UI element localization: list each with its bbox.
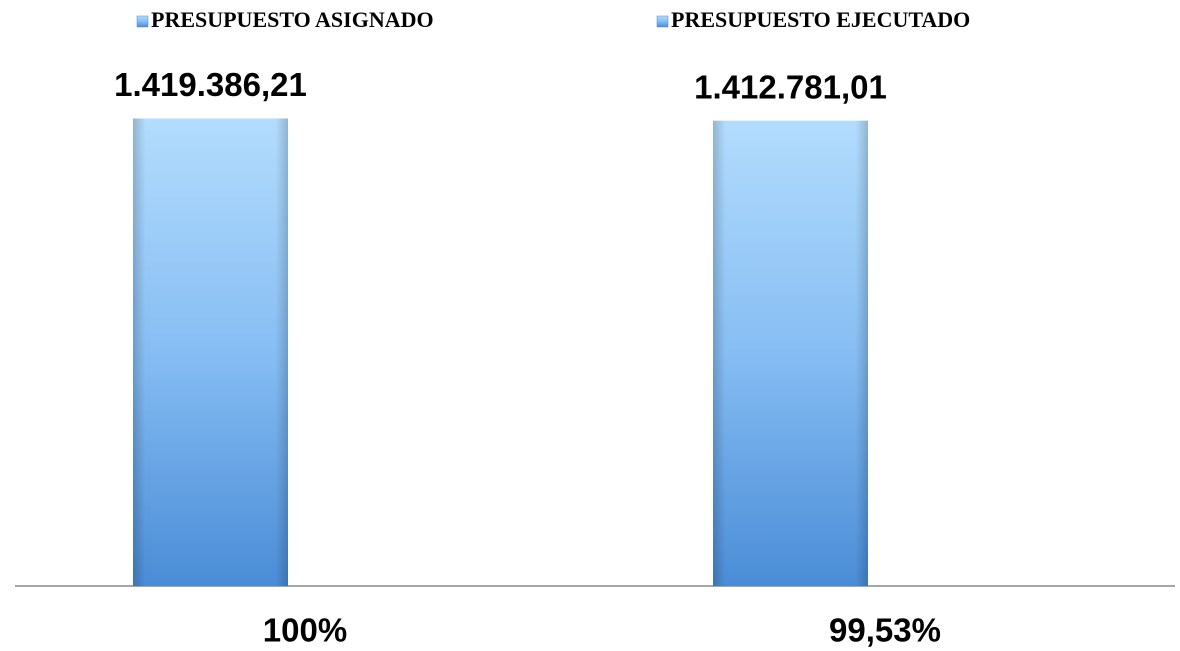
x-tick-label: 99,53% [829, 612, 941, 649]
legend-marker [656, 15, 669, 28]
legend-marker [136, 15, 149, 28]
data-label: 1.419.386,21 [114, 66, 307, 103]
legend-label: PRESUPUESTO EJECUTADO [671, 7, 970, 32]
data-label: 1.412.781,01 [694, 68, 887, 105]
bar-shade [133, 118, 288, 586]
x-tick-label: 100% [263, 612, 347, 649]
legend-label: PRESUPUESTO ASIGNADO [151, 7, 434, 32]
bar-shade [713, 120, 868, 586]
